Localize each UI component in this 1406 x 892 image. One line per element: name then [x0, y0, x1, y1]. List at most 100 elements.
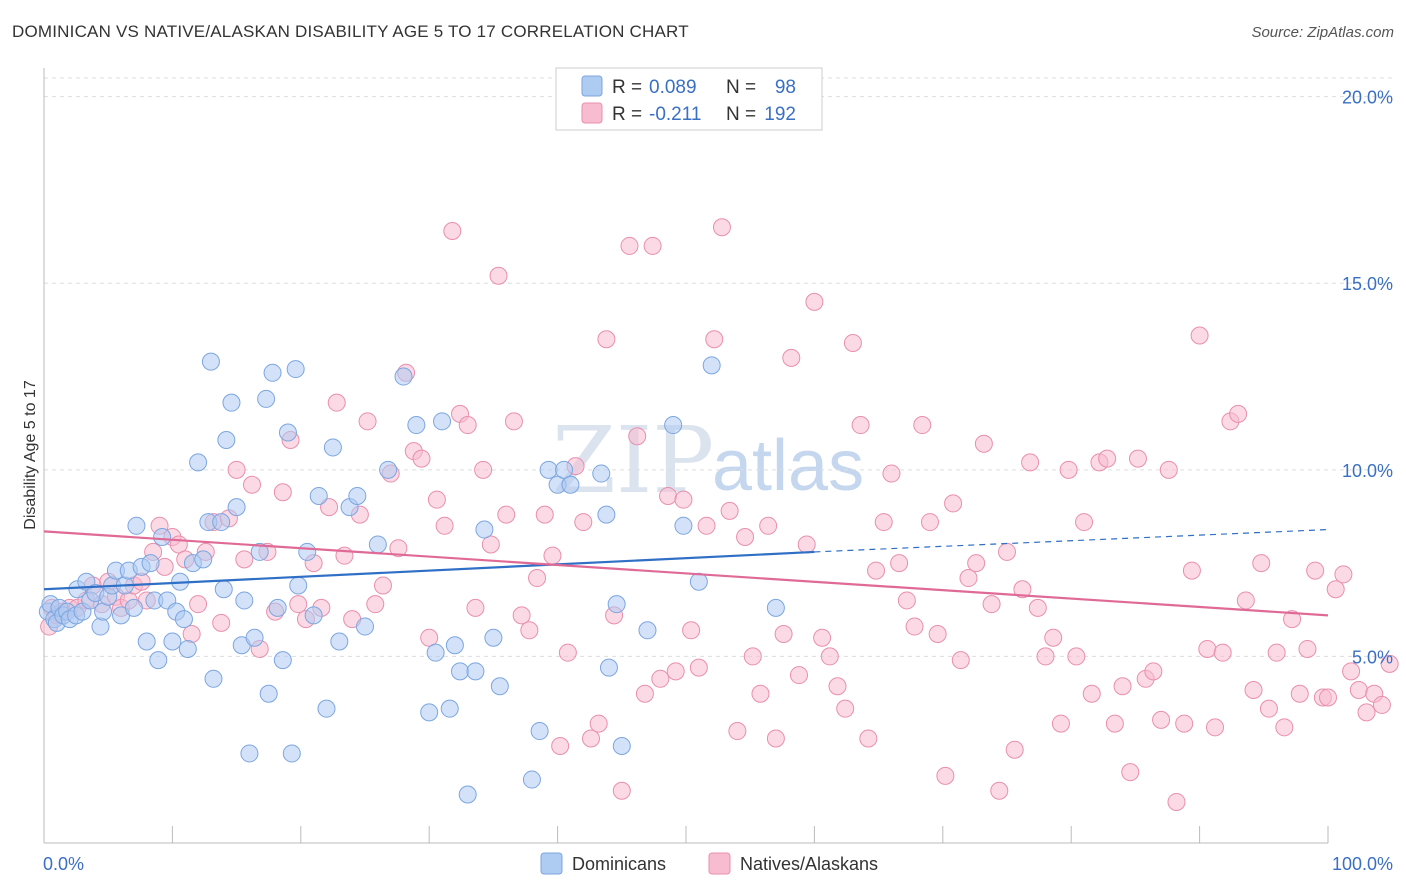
- natives-point: [982, 595, 1001, 614]
- dominicans-point: [348, 486, 367, 505]
- dominicans-point: [289, 576, 308, 595]
- natives-point: [890, 554, 909, 573]
- natives-point: [358, 412, 377, 431]
- stats-n-value-dominicans: 98: [775, 77, 796, 98]
- natives-point: [736, 528, 755, 546]
- natives-point: [1013, 580, 1032, 599]
- natives-point: [1098, 449, 1117, 468]
- natives-point: [635, 684, 654, 703]
- natives-point: [1244, 681, 1263, 699]
- natives-point: [1105, 714, 1124, 733]
- dominicans-point: [282, 744, 301, 763]
- dominicans-point: [484, 628, 503, 647]
- natives-point: [1252, 554, 1271, 573]
- natives-point: [1051, 714, 1070, 733]
- dominicans-point: [674, 516, 693, 535]
- natives-point: [743, 647, 762, 666]
- natives-point: [243, 475, 262, 494]
- chart-source: Source: ZipAtlas.com: [1251, 24, 1394, 41]
- natives-point: [597, 330, 616, 349]
- dominicans-point: [163, 632, 182, 651]
- dominicans-point: [394, 367, 413, 386]
- dominicans-point: [433, 412, 452, 431]
- dominicans-point: [250, 542, 269, 561]
- natives-point: [1198, 639, 1217, 658]
- dominicans-point: [268, 598, 287, 617]
- natives-point: [859, 729, 878, 748]
- natives-point: [797, 535, 816, 554]
- dominicans-point: [194, 550, 213, 569]
- stats-n-value-natives: 192: [764, 104, 796, 125]
- natives-point: [1144, 662, 1163, 681]
- dominicans-point: [222, 393, 241, 412]
- natives-point: [1113, 677, 1132, 696]
- natives-point: [427, 490, 446, 509]
- natives-point: [1059, 460, 1078, 479]
- dominicans-point: [323, 438, 342, 457]
- natives-point: [828, 677, 847, 696]
- natives-point: [820, 647, 839, 666]
- natives-point: [967, 554, 986, 573]
- natives-point: [373, 576, 392, 595]
- natives-point: [1334, 565, 1353, 584]
- natives-point: [466, 598, 485, 617]
- natives-point: [959, 569, 978, 588]
- natives-point: [851, 416, 870, 435]
- legend-swatch-natives: [708, 852, 731, 875]
- natives-point: [1182, 561, 1201, 580]
- natives-point: [689, 658, 708, 677]
- natives-point: [1036, 647, 1055, 666]
- stats-legend: R = 0.089 N = 98 R = -0.211 N = 192: [555, 67, 823, 131]
- natives-point: [520, 621, 539, 640]
- dominicans-point: [597, 505, 616, 524]
- dominicans-point: [245, 628, 264, 647]
- y-tick-label: 10.0%: [1342, 461, 1393, 481]
- dominicans-point: [561, 475, 580, 494]
- y-tick-label: 5.0%: [1352, 647, 1393, 667]
- natives-point: [928, 625, 947, 644]
- natives-point: [951, 651, 970, 670]
- natives-point: [1349, 681, 1368, 699]
- natives-point: [1121, 763, 1140, 782]
- dominicans-point: [368, 535, 387, 554]
- natives-point: [389, 539, 408, 558]
- natives-point: [1067, 647, 1086, 666]
- natives-point: [1275, 718, 1294, 737]
- x-tick-label-min: 0.0%: [43, 854, 84, 874]
- natives-point: [782, 348, 801, 367]
- dominicans-point: [702, 356, 721, 375]
- natives-point: [990, 781, 1009, 800]
- dominicans-point: [592, 464, 611, 483]
- natives-point: [435, 516, 454, 535]
- trend-line-dominicans-extension: [814, 528, 1329, 553]
- natives-point: [836, 699, 855, 718]
- natives-point: [1152, 710, 1171, 729]
- natives-point: [489, 266, 508, 285]
- natives-point: [1159, 460, 1178, 479]
- natives-point: [1044, 628, 1063, 647]
- natives-point: [920, 513, 939, 532]
- natives-point: [867, 561, 886, 580]
- natives-point: [182, 625, 201, 644]
- dominicans-point: [689, 572, 708, 591]
- natives-point: [1380, 654, 1399, 673]
- natives-point: [235, 550, 254, 569]
- trend-line-dominicans: [43, 550, 815, 591]
- dominicans-point: [490, 677, 509, 696]
- dominicans-point: [317, 699, 336, 718]
- natives-point: [443, 222, 462, 240]
- natives-point: [327, 393, 346, 412]
- dominicans-point: [599, 658, 618, 677]
- natives-point: [1372, 695, 1391, 714]
- dominicans-point: [379, 460, 398, 479]
- natives-point: [458, 416, 477, 435]
- natives-point: [1021, 453, 1040, 472]
- dominicans-point: [214, 580, 233, 599]
- dominicans-point: [555, 460, 574, 479]
- x-tick-label-max: 100.0%: [1332, 854, 1393, 874]
- natives-point: [1005, 740, 1024, 759]
- natives-point: [212, 613, 231, 632]
- natives-point: [628, 427, 647, 446]
- dominicans-point: [522, 770, 541, 789]
